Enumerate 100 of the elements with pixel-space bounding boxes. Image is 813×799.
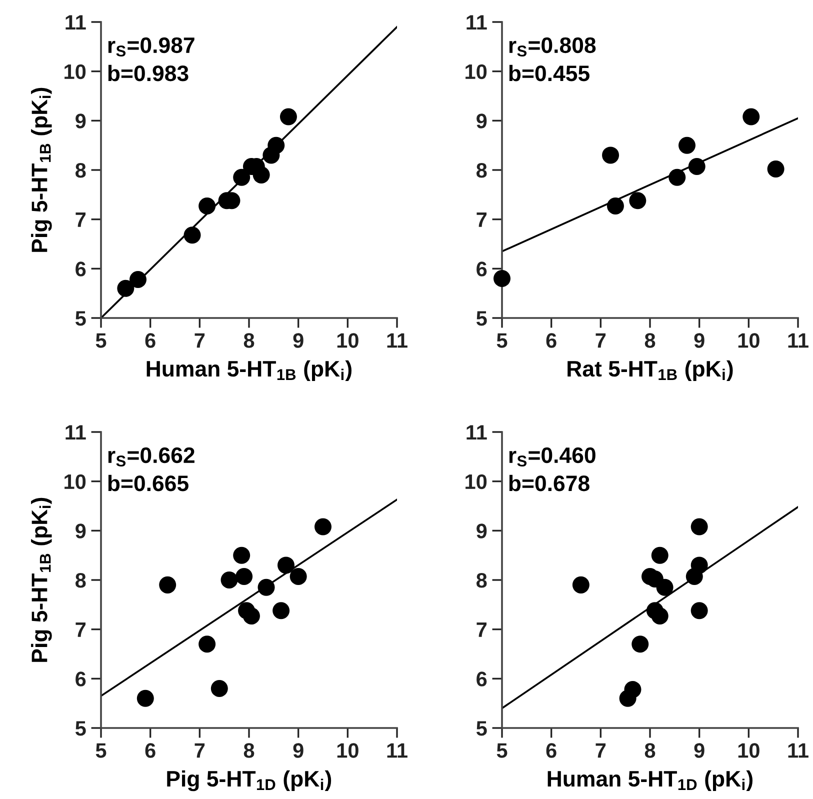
y-tick-label: 6 xyxy=(476,262,487,276)
x-tick-label: 10 xyxy=(337,333,358,348)
point xyxy=(767,160,784,178)
y-tick-label: 7 xyxy=(76,212,86,227)
x-tick-label: 8 xyxy=(244,743,254,758)
y-tick-label: 5 xyxy=(75,721,86,736)
point xyxy=(272,602,290,620)
x-tick-label: 9 xyxy=(694,333,704,348)
annotation: b=0.678 xyxy=(509,474,590,492)
x-tick-label: 7 xyxy=(194,743,205,758)
y-tick-label: 5 xyxy=(476,311,487,326)
y-axis-title: Pig 5-HT$_{1B}$ (pK$_{i}$) xyxy=(31,498,52,662)
x-axis-title: Human 5-HT$_{1B}$ (pK$_{i}$) xyxy=(146,360,352,382)
point xyxy=(602,146,620,164)
point xyxy=(651,608,668,625)
x-tick-label: 11 xyxy=(387,743,408,758)
point xyxy=(678,136,696,154)
y-tick-label: 7 xyxy=(476,212,486,227)
x-tick-label: 9 xyxy=(293,333,304,348)
x-tick-label: 8 xyxy=(644,743,656,758)
y-tick-label: 8 xyxy=(75,163,86,178)
y-tick-label: 8 xyxy=(476,573,487,588)
point xyxy=(668,168,686,186)
point xyxy=(198,198,216,215)
point xyxy=(290,568,307,586)
y-tick-label: 6 xyxy=(476,672,487,686)
x-tick-label: 5 xyxy=(96,743,106,758)
point xyxy=(233,546,250,564)
y-tick-label: 11 xyxy=(66,15,86,30)
point xyxy=(277,556,295,574)
point xyxy=(159,576,176,594)
point xyxy=(210,680,228,698)
annotation: r$_{S}$=0.460 xyxy=(509,447,596,467)
point xyxy=(258,578,275,596)
x-axis-title: Pig 5-HT$_{1D}$ (pK$_{i}$) xyxy=(167,770,332,792)
point xyxy=(136,690,154,707)
point xyxy=(233,168,250,186)
x-tick-label: 9 xyxy=(293,743,304,758)
x-tick-label: 6 xyxy=(145,743,156,758)
point xyxy=(690,518,708,536)
point xyxy=(236,568,253,586)
point xyxy=(280,108,297,126)
point xyxy=(624,681,642,698)
x-tick-label: 7 xyxy=(596,743,606,758)
x-tick-label: 10 xyxy=(738,743,760,758)
y-tick-label: 5 xyxy=(476,721,487,736)
x-tick-label: 10 xyxy=(738,333,760,348)
y-tick-label: 11 xyxy=(466,425,487,440)
y-tick-label: 11 xyxy=(66,425,86,440)
point xyxy=(493,270,511,288)
x-axis-title: Rat 5-HT$_{1B}$ (pK$_{i}$) xyxy=(568,360,733,382)
point xyxy=(268,136,285,154)
annotation: b=0.983 xyxy=(108,64,188,82)
x-tick-label: 7 xyxy=(596,333,606,348)
point xyxy=(314,518,332,536)
annotation: b=0.665 xyxy=(108,474,188,492)
point xyxy=(656,578,674,596)
y-tick-label: 9 xyxy=(76,524,86,538)
x-axis-title: Human 5-HT$_{1D}$ (pK$_{i}$) xyxy=(548,770,752,792)
y-tick-label: 9 xyxy=(476,524,487,538)
y-tick-label: 8 xyxy=(476,163,487,178)
annotation: r$_{S}$=0.987 xyxy=(108,37,194,57)
x-tick-label: 11 xyxy=(788,743,808,758)
x-tick-label: 8 xyxy=(244,333,254,348)
point xyxy=(117,280,134,297)
x-tick-label: 5 xyxy=(496,743,508,758)
y-axis-title: Pig 5-HT$_{1B}$ (pK$_{i}$) xyxy=(31,88,52,252)
x-tick-label: 11 xyxy=(788,333,808,348)
y-tick-label: 6 xyxy=(76,262,86,276)
x-tick-label: 5 xyxy=(96,333,106,348)
point xyxy=(606,198,624,215)
y-tick-label: 8 xyxy=(75,573,86,588)
point xyxy=(690,556,708,574)
point xyxy=(632,636,649,653)
y-tick-label: 10 xyxy=(64,64,86,80)
y-tick-label: 7 xyxy=(76,622,86,637)
y-tick-label: 10 xyxy=(64,474,86,490)
x-tick-label: 6 xyxy=(145,333,156,348)
point xyxy=(572,576,590,594)
x-tick-label: 7 xyxy=(194,333,205,348)
point xyxy=(742,108,760,126)
y-tick-label: 10 xyxy=(466,64,487,80)
point xyxy=(690,602,708,620)
point xyxy=(198,636,216,653)
point xyxy=(129,271,147,288)
y-tick-label: 5 xyxy=(75,311,86,326)
point xyxy=(629,192,646,210)
annotation: r$_{S}$=0.808 xyxy=(509,37,596,57)
point xyxy=(220,571,238,589)
y-tick-label: 9 xyxy=(76,114,86,128)
x-tick-label: 11 xyxy=(387,333,408,348)
x-tick-label: 8 xyxy=(644,333,656,348)
point xyxy=(252,166,270,184)
annotation: r$_{S}$=0.662 xyxy=(108,447,194,467)
point xyxy=(242,608,260,625)
x-tick-label: 6 xyxy=(546,743,556,758)
y-tick-label: 7 xyxy=(476,622,486,637)
y-tick-label: 6 xyxy=(76,672,86,686)
y-tick-label: 11 xyxy=(466,15,487,30)
annotation: b=0.455 xyxy=(509,64,590,82)
